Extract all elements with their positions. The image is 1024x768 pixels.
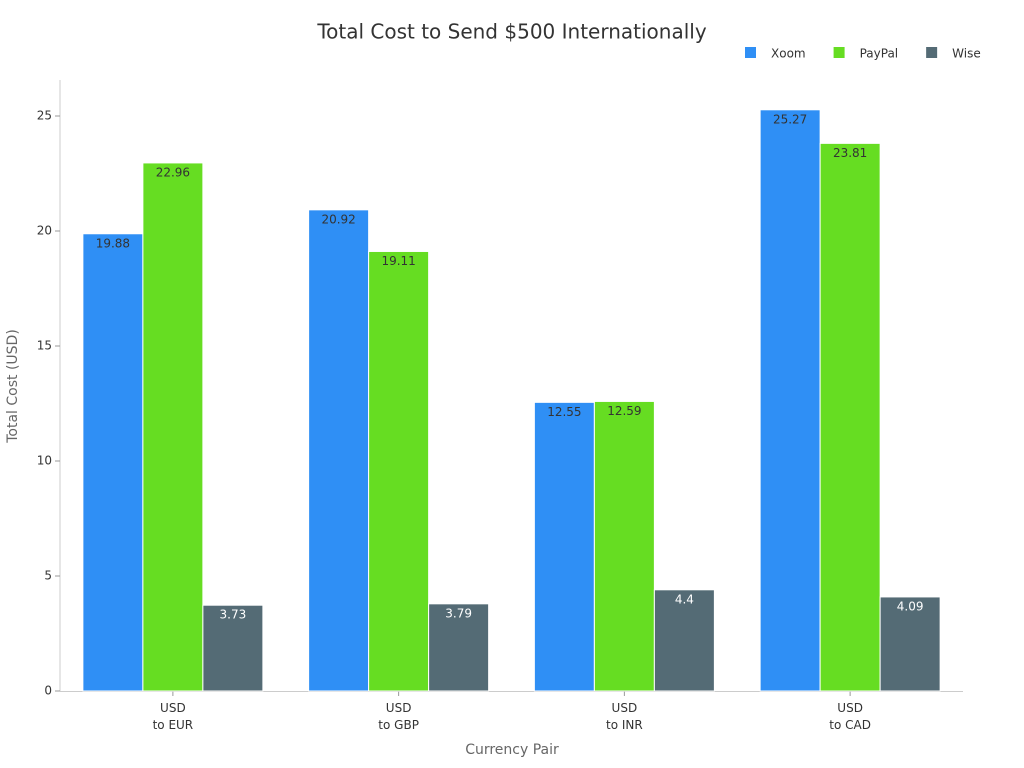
bar <box>308 209 370 692</box>
bar <box>593 400 655 692</box>
y-tick-label: 15 <box>37 339 52 353</box>
x-tick-label: USD to CAD <box>829 701 871 732</box>
value-label: 4.4 <box>675 592 694 606</box>
bar <box>202 604 264 692</box>
y-tick-label: 5 <box>44 569 52 583</box>
bar <box>653 589 715 692</box>
x-tick-label: USD to EUR <box>153 701 194 732</box>
value-label: 23.81 <box>833 146 867 160</box>
legend-label: Xoom <box>771 47 806 61</box>
legend-swatch <box>745 47 756 58</box>
y-tick-label: 25 <box>37 109 52 123</box>
x-tick-label: USD to INR <box>606 701 643 732</box>
bar <box>368 250 430 692</box>
value-label: 4.09 <box>897 599 924 613</box>
legend-swatch <box>833 47 845 58</box>
x-tick-label: USD to GBP <box>378 701 419 732</box>
bar <box>428 603 490 692</box>
legend-label: PayPal <box>860 47 899 61</box>
bar <box>142 162 204 692</box>
value-label: 25.27 <box>773 112 807 126</box>
bar <box>82 233 144 692</box>
value-label: 20.92 <box>321 212 355 226</box>
value-label: 12.55 <box>547 405 581 419</box>
value-label: 22.96 <box>156 165 190 179</box>
legend-swatch <box>926 47 938 58</box>
x-axis-title: Currency Pair <box>465 742 559 758</box>
chart-title: Total Cost to Send $500 Internationally <box>316 20 707 44</box>
bar <box>819 142 881 692</box>
y-tick-label: 20 <box>37 224 52 238</box>
value-label: 3.79 <box>445 606 472 620</box>
y-tick-label: 10 <box>37 454 52 468</box>
legend-label: Wise <box>952 47 981 61</box>
value-label: 3.73 <box>220 608 247 622</box>
bar <box>759 109 821 692</box>
y-tick-label: 0 <box>44 684 52 698</box>
bar <box>533 401 595 692</box>
value-label: 19.88 <box>96 236 130 250</box>
bar <box>879 596 941 692</box>
y-axis-title: Total Cost (USD) <box>5 329 21 444</box>
value-label: 12.59 <box>607 404 641 418</box>
value-label: 19.11 <box>381 254 415 268</box>
